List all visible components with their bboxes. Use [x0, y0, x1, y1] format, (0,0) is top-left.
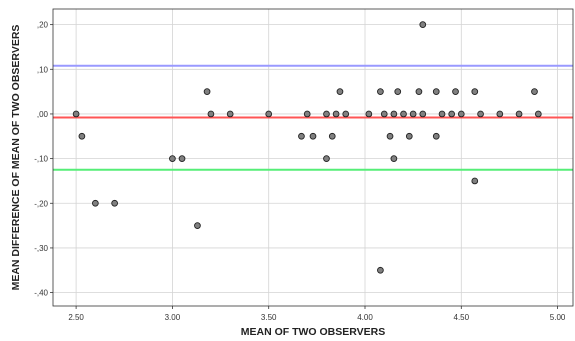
- y-axis-title: MEAN DIFFERENCE OF MEAN OF TWO OBSERVERS: [10, 25, 22, 291]
- y-tick-label: -,40: [34, 289, 48, 298]
- data-point: [477, 110, 484, 118]
- y-tick-label: ,10: [37, 65, 49, 74]
- data-point: [448, 110, 456, 118]
- data-point: [111, 199, 118, 207]
- data-point: [72, 110, 80, 118]
- data-point: [377, 266, 384, 274]
- y-tick-label: -,20: [34, 199, 48, 208]
- x-tick-label: 4.00: [357, 313, 373, 322]
- y-tick-label: -,10: [34, 155, 48, 164]
- data-point: [515, 110, 523, 118]
- data-point: [471, 88, 479, 95]
- data-point: [405, 132, 413, 140]
- data-point: [400, 110, 407, 118]
- data-point: [194, 222, 201, 229]
- data-point: [380, 110, 388, 118]
- data-point: [365, 110, 373, 118]
- data-point: [303, 110, 311, 118]
- data-point: [438, 110, 446, 118]
- data-point: [226, 110, 234, 118]
- data-point: [336, 88, 344, 95]
- x-tick-label: 3.50: [261, 313, 277, 322]
- data-point: [78, 132, 86, 140]
- y-tick-label: -,30: [34, 244, 48, 253]
- data-point: [169, 155, 176, 162]
- x-tick-labels: 2.50 3.00 3.50 4.00 4.50 5.00: [68, 306, 566, 322]
- data-point: [432, 88, 440, 95]
- x-tick-label: 2.50: [68, 313, 84, 322]
- grid: [53, 9, 573, 306]
- data-point: [298, 132, 305, 140]
- x-tick-label: 5.00: [550, 313, 566, 322]
- data-point: [178, 155, 186, 162]
- data-point: [419, 110, 427, 118]
- data-point: [377, 88, 384, 95]
- reference-lines: [53, 64, 573, 171]
- data-point: [531, 88, 538, 95]
- x-axis-title: MEAN OF TWO OBSERVERS: [241, 326, 385, 338]
- data-point: [203, 88, 211, 95]
- data-point: [265, 110, 273, 118]
- y-tick-labels: ,20 ,10 ,00 -,10 -,20 -,30 -,40: [34, 21, 53, 298]
- plot-area-frame: [52, 8, 574, 307]
- data-point: [534, 110, 542, 118]
- data-point: [390, 110, 398, 118]
- data-points: [72, 21, 542, 274]
- data-point: [328, 132, 336, 140]
- data-point: [415, 88, 423, 95]
- x-tick-label: 4.50: [454, 313, 470, 322]
- data-point: [394, 88, 402, 95]
- data-point: [309, 132, 317, 140]
- data-point: [207, 110, 215, 118]
- data-point: [323, 155, 330, 162]
- y-tick-label: ,20: [37, 21, 49, 30]
- data-point: [390, 155, 398, 162]
- data-point: [92, 199, 99, 207]
- data-point: [471, 177, 479, 185]
- data-point: [432, 132, 440, 140]
- data-point: [452, 88, 459, 95]
- data-point: [496, 110, 504, 118]
- data-point: [409, 110, 417, 118]
- data-point: [457, 110, 465, 118]
- x-tick-label: 3.00: [165, 313, 181, 322]
- data-point: [419, 21, 427, 28]
- data-point: [332, 110, 340, 118]
- data-point: [386, 132, 394, 140]
- y-tick-label: ,00: [37, 110, 49, 119]
- data-point: [323, 110, 330, 118]
- data-point: [342, 110, 350, 118]
